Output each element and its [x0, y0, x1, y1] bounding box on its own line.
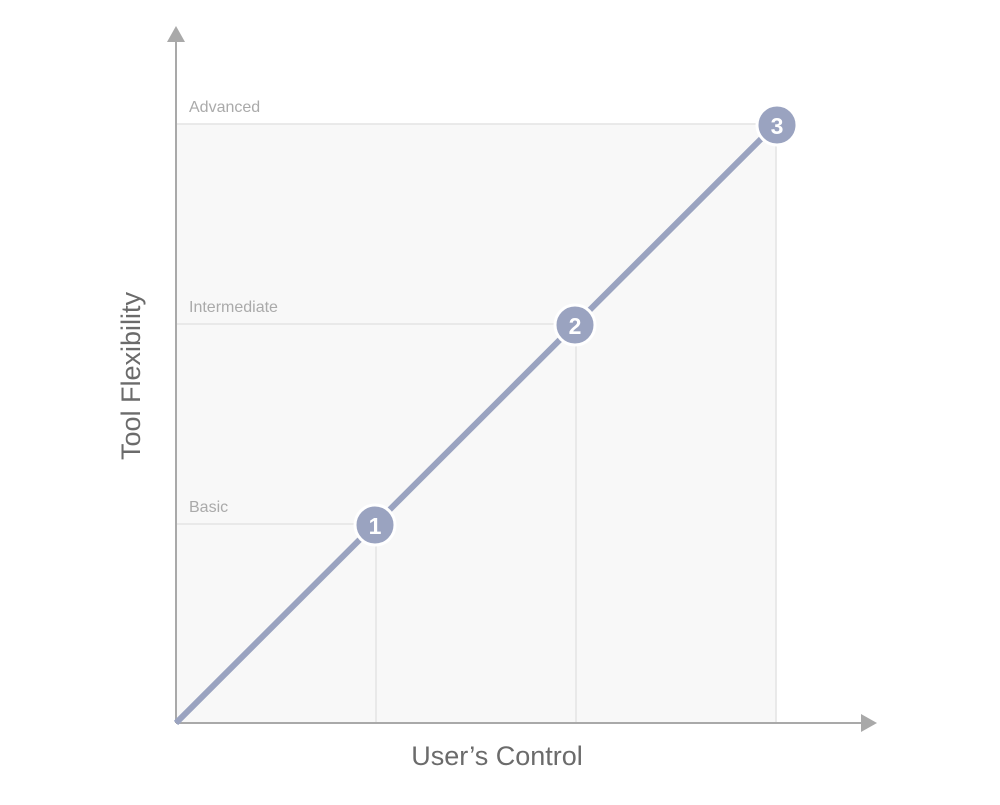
point: 3	[755, 103, 799, 147]
point-label: 1	[369, 513, 382, 539]
x-arrow	[861, 714, 877, 732]
point-label: 3	[771, 113, 784, 139]
point-label: 2	[569, 313, 582, 339]
y-axis-label: Tool Flexibility	[116, 291, 146, 460]
axes	[175, 40, 862, 724]
x-axis-label: User’s Control	[411, 741, 583, 771]
level-label: Advanced	[189, 99, 260, 116]
point-marker	[755, 103, 799, 147]
level-label: Basic	[189, 499, 228, 516]
level-label: Intermediate	[189, 299, 278, 316]
y-arrow	[167, 26, 185, 42]
point-marker	[353, 503, 397, 547]
point-marker	[553, 303, 597, 347]
point: 2	[553, 303, 597, 347]
guides	[176, 123, 777, 723]
trend-line	[173, 121, 779, 726]
point: 1	[353, 503, 397, 547]
